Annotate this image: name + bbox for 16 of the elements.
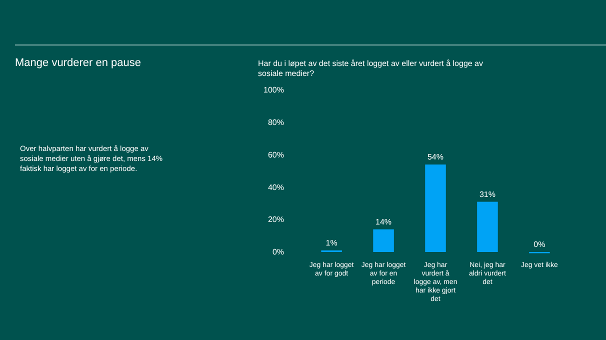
y-tick-label: 100% xyxy=(264,86,284,95)
data-label: 14% xyxy=(376,217,392,226)
bar xyxy=(373,229,394,252)
y-tick-label: 80% xyxy=(268,118,284,127)
y-tick-label: 0% xyxy=(272,248,284,257)
text: Mange vurderer en pause xyxy=(15,57,141,69)
data-label: 31% xyxy=(479,190,496,199)
bar xyxy=(425,164,446,252)
y-tick-label: 40% xyxy=(268,182,284,192)
chart-subtitle: Har du i løpet av det siste året logget av eller vurdert å logge av sosiale medier? xyxy=(258,59,484,78)
y-tick-label: 20% xyxy=(268,215,284,224)
data-label: 1% xyxy=(326,238,338,248)
data-label: 0% xyxy=(534,240,546,249)
bar xyxy=(477,202,498,252)
y-tick-label: 60% xyxy=(268,150,284,160)
data-label: 54% xyxy=(427,152,444,162)
